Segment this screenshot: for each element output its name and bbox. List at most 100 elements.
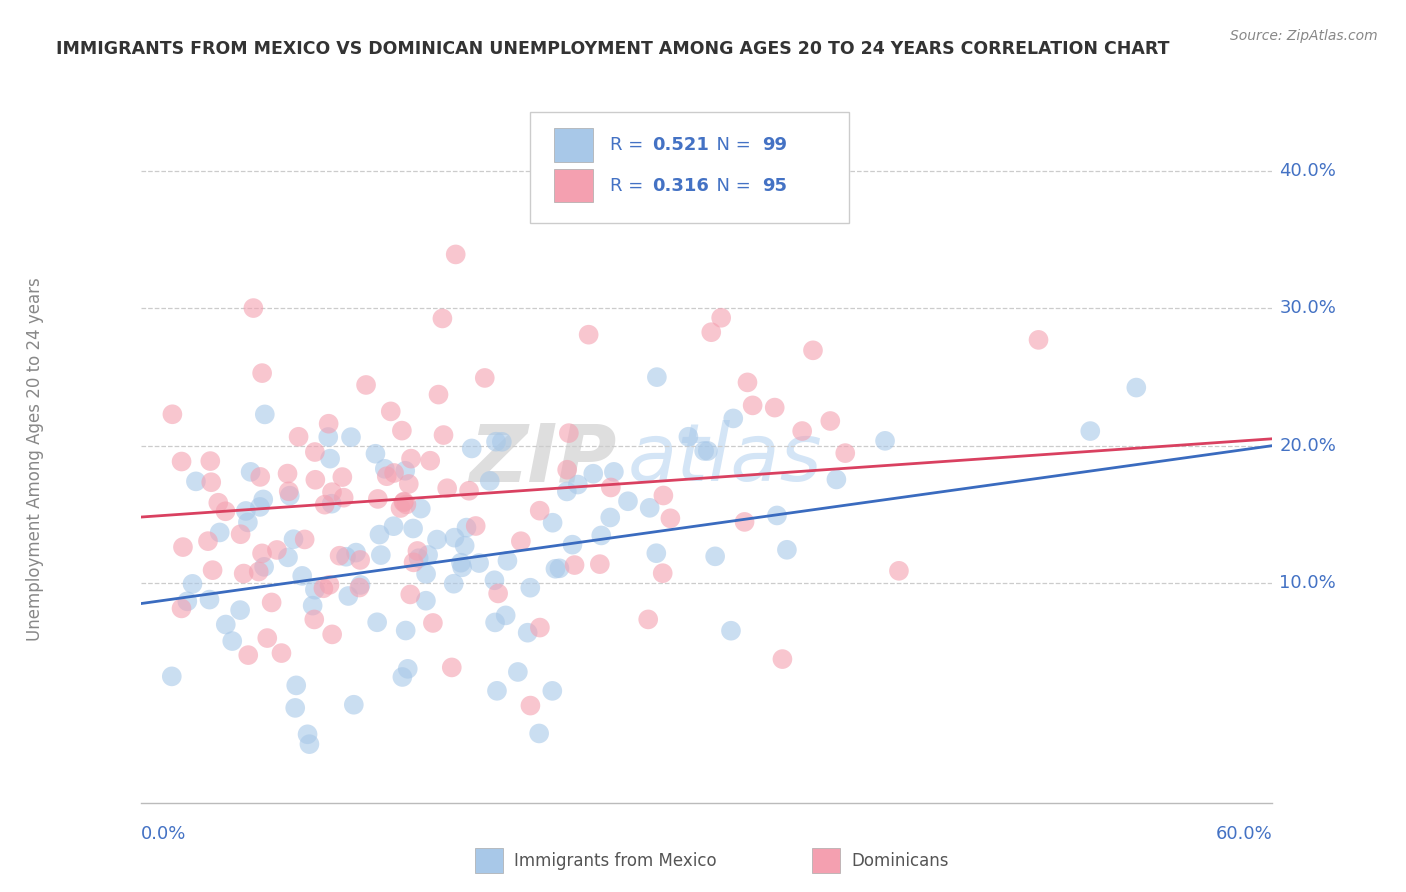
Point <box>229 527 252 541</box>
Point <box>374 462 396 476</box>
Point <box>291 569 314 583</box>
Point <box>382 466 405 480</box>
Point <box>354 378 377 392</box>
Point <box>693 444 716 458</box>
Point <box>285 678 308 692</box>
Point <box>617 494 640 508</box>
Text: Unemployment Among Ages 20 to 24 years: Unemployment Among Ages 20 to 24 years <box>27 277 44 641</box>
Point <box>527 726 550 740</box>
Point <box>443 531 465 545</box>
Point <box>343 698 366 712</box>
Point <box>242 301 264 315</box>
Point <box>567 477 589 491</box>
Point <box>298 737 321 751</box>
Point <box>332 491 354 505</box>
Point <box>485 434 508 449</box>
Point <box>252 492 274 507</box>
Point <box>249 500 271 514</box>
Point <box>162 407 184 421</box>
Point <box>432 428 454 442</box>
Point <box>541 516 564 530</box>
Point <box>485 683 508 698</box>
Point <box>160 669 183 683</box>
Point <box>402 521 425 535</box>
Point <box>399 587 422 601</box>
Point <box>427 387 450 401</box>
Point <box>723 411 745 425</box>
Point <box>637 612 659 626</box>
Point <box>720 624 742 638</box>
Point <box>1028 333 1050 347</box>
Text: IMMIGRANTS FROM MEXICO VS DOMINICAN UNEMPLOYMENT AMONG AGES 20 TO 24 YEARS CORRE: IMMIGRANTS FROM MEXICO VS DOMINICAN UNEM… <box>56 40 1170 58</box>
Point <box>419 453 441 467</box>
Point <box>491 434 513 449</box>
Point <box>368 527 391 541</box>
Point <box>564 558 586 572</box>
Point <box>349 581 371 595</box>
Point <box>394 464 416 478</box>
Point <box>1125 380 1147 394</box>
Point <box>367 491 389 506</box>
Point <box>316 430 339 444</box>
Point <box>710 310 733 325</box>
Text: R =: R = <box>610 136 648 154</box>
Point <box>645 370 668 384</box>
Point <box>250 366 273 380</box>
Point <box>555 484 578 499</box>
Point <box>696 444 718 458</box>
Point <box>544 562 567 576</box>
Point <box>301 599 323 613</box>
Point <box>399 451 422 466</box>
Point <box>541 684 564 698</box>
Point <box>304 473 326 487</box>
Point <box>321 485 343 500</box>
Point <box>436 481 458 495</box>
Point <box>474 371 496 385</box>
Point <box>555 463 578 477</box>
Point <box>221 634 243 648</box>
Point <box>172 540 194 554</box>
Text: Immigrants from Mexico: Immigrants from Mexico <box>515 852 717 870</box>
Point <box>277 467 299 481</box>
Point <box>599 510 621 524</box>
Point <box>349 553 371 567</box>
Point <box>375 469 398 483</box>
Point <box>170 601 193 615</box>
Point <box>578 327 600 342</box>
Point <box>239 465 262 479</box>
Point <box>232 566 254 581</box>
Text: 95: 95 <box>762 177 787 194</box>
Point <box>236 516 259 530</box>
Text: 99: 99 <box>762 136 787 154</box>
Point <box>529 621 551 635</box>
Point <box>235 504 257 518</box>
Point <box>426 533 449 547</box>
Point <box>548 561 571 575</box>
Point <box>198 592 221 607</box>
Text: 0.316: 0.316 <box>652 177 709 194</box>
Point <box>591 528 613 542</box>
Point <box>304 445 326 459</box>
Point <box>344 546 367 560</box>
Point <box>304 612 326 626</box>
Point <box>395 624 418 638</box>
Point <box>519 581 541 595</box>
Point <box>678 430 700 444</box>
Point <box>409 501 432 516</box>
Point <box>415 593 437 607</box>
Text: 0.0%: 0.0% <box>141 825 186 843</box>
Point <box>484 574 506 588</box>
Point <box>582 467 605 481</box>
Point <box>558 426 581 441</box>
Point <box>406 544 429 558</box>
Point <box>349 578 371 592</box>
Point <box>440 660 463 674</box>
Point <box>416 548 439 562</box>
Text: Source: ZipAtlas.com: Source: ZipAtlas.com <box>1230 29 1378 43</box>
Point <box>391 424 413 438</box>
Point <box>561 538 583 552</box>
Point <box>659 511 682 525</box>
Point <box>432 311 454 326</box>
Text: N =: N = <box>706 136 756 154</box>
Point <box>314 498 336 512</box>
